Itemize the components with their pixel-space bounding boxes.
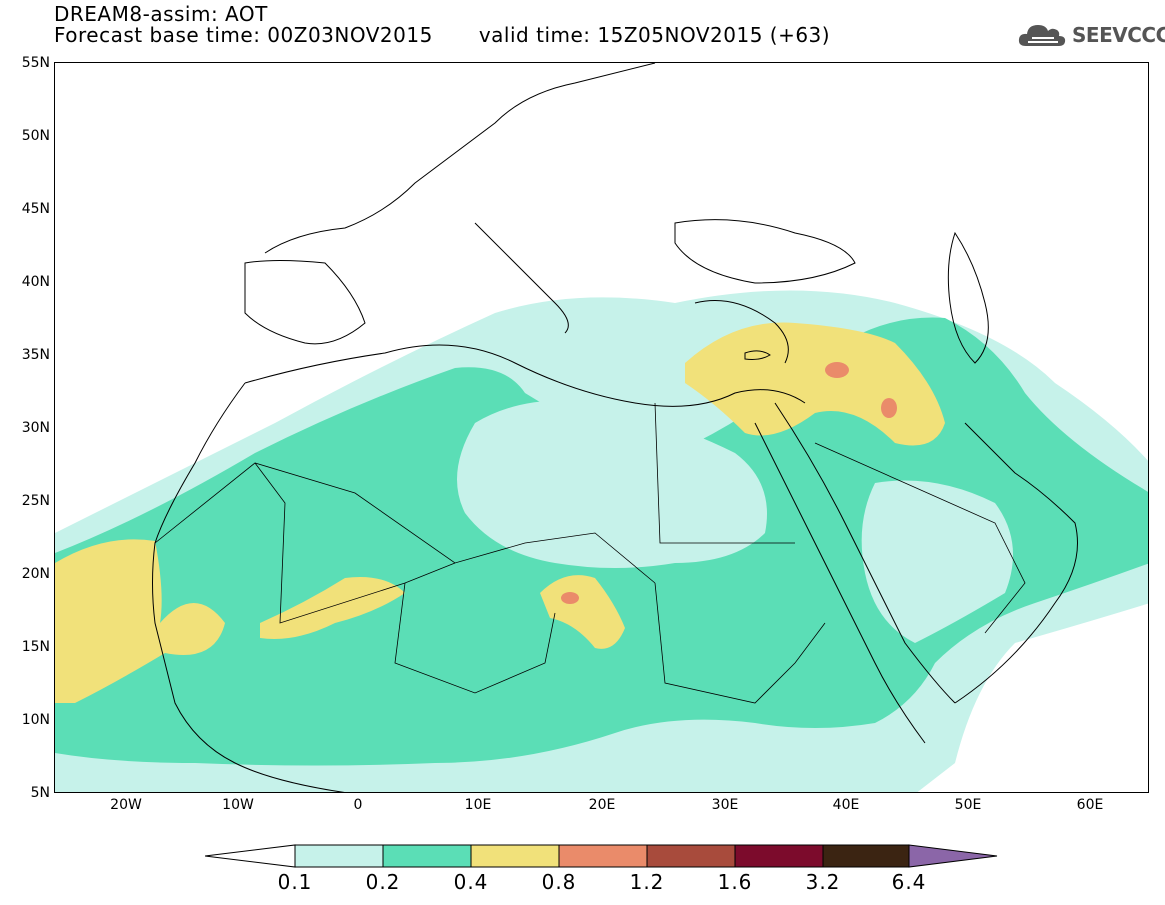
lat-label-50n: 50N [21,128,50,144]
lat-label-5n: 5N [30,785,50,801]
lat-label-35n: 35N [21,347,50,363]
lat-label-45n: 45N [21,201,50,217]
aot-band-0.1-arabia [861,480,1013,643]
colorbar-label-0.4: 0.4 [453,870,489,894]
border-sudan [654,582,826,704]
coast-north-africa [244,344,806,407]
coast-mediterranean-east [694,300,789,364]
coast-iberia [244,260,366,345]
coast-arabia [954,422,1078,704]
coast-cyprus [744,350,771,360]
coast-red-sea-east [774,402,956,704]
map-title-block: DREAM8-assim: AOT Forecast base time: 00… [54,4,830,46]
colorbar-seg-1.2 [646,844,736,868]
aot-band-0.8-syria [825,362,849,378]
aot-band-0.4-west-africa [55,539,225,703]
valid-time: valid time: 15Z05NOV2015 (+63) [478,23,831,47]
aot-band-0.4-mali [260,577,405,639]
seevccc-logo: SEEVCCC [1016,20,1165,50]
colorbar-seg-0.1 [294,844,384,868]
lat-label-40n: 40N [21,274,50,290]
coast-black-sea [674,219,856,284]
colorbar-label-1.2: 1.2 [629,870,665,894]
colorbar-seg-3.2 [822,844,910,868]
aot-map-svg [55,63,1148,792]
lon-label-60e: 60E [1076,797,1104,813]
lat-label-55n: 55N [21,55,50,71]
border-niger-chad [394,582,556,694]
lat-label-20n: 20N [21,566,50,582]
lat-label-10n: 10N [21,712,50,728]
colorbar-label-0.8: 0.8 [541,870,577,894]
time-line: Forecast base time: 00Z03NOV2015 valid ti… [54,25,830,46]
colorbar-label-1.6: 1.6 [717,870,753,894]
coast-europe [264,63,656,254]
lon-label-0: 0 [353,797,363,813]
colorbar-seg-1.6 [734,844,824,868]
map-title: DREAM8-assim: AOT [54,2,268,26]
border-libya-egypt [654,402,795,544]
coast-italy [474,222,569,334]
colorbar [205,844,998,868]
colorbar-seg-0.4 [470,844,560,868]
cloud-icon [1018,25,1066,46]
coastlines [152,63,1078,792]
colorbar-label-6.4: 6.4 [891,870,927,894]
country-borders [154,402,1026,704]
colorbar-seg-0.2 [382,844,472,868]
colorbar-seg-0.8 [558,844,648,868]
border-algeria-mali [254,462,456,624]
coast-red-sea-west [754,422,926,744]
aot-band-0.4-middle-east [685,322,945,446]
border-saudi [814,442,1026,634]
lat-label-30n: 30N [21,420,50,436]
coast-caspian [947,231,989,364]
lon-label-30e: 30E [711,797,739,813]
base-time: Forecast base time: 00Z03NOV2015 [54,23,433,47]
aot-map [54,62,1149,793]
colorbar-arrow-low [205,844,296,868]
lon-label-20e: 20E [588,797,616,813]
logo-text: SEEVCCC [1072,23,1165,47]
lon-label-10e: 10E [464,797,492,813]
aot-band-0.8-iraq [881,398,897,418]
aot-band-0.4-chad [540,575,625,649]
lat-label-15n: 15N [21,639,50,655]
lon-label-20w: 20W [110,797,142,813]
aot-band-0.1-interior [457,400,767,568]
lon-label-40e: 40E [832,797,860,813]
colorbar-label-3.2: 3.2 [805,870,841,894]
colorbar-label-0.1: 0.1 [277,870,313,894]
lon-label-10w: 10W [222,797,254,813]
colorbar-label-0.2: 0.2 [365,870,401,894]
lon-label-50e: 50E [954,797,982,813]
aot-band-0.8-chad [561,592,579,604]
colorbar-arrow-high [908,844,998,868]
coast-west-africa [152,382,345,792]
lat-label-25n: 25N [21,493,50,509]
